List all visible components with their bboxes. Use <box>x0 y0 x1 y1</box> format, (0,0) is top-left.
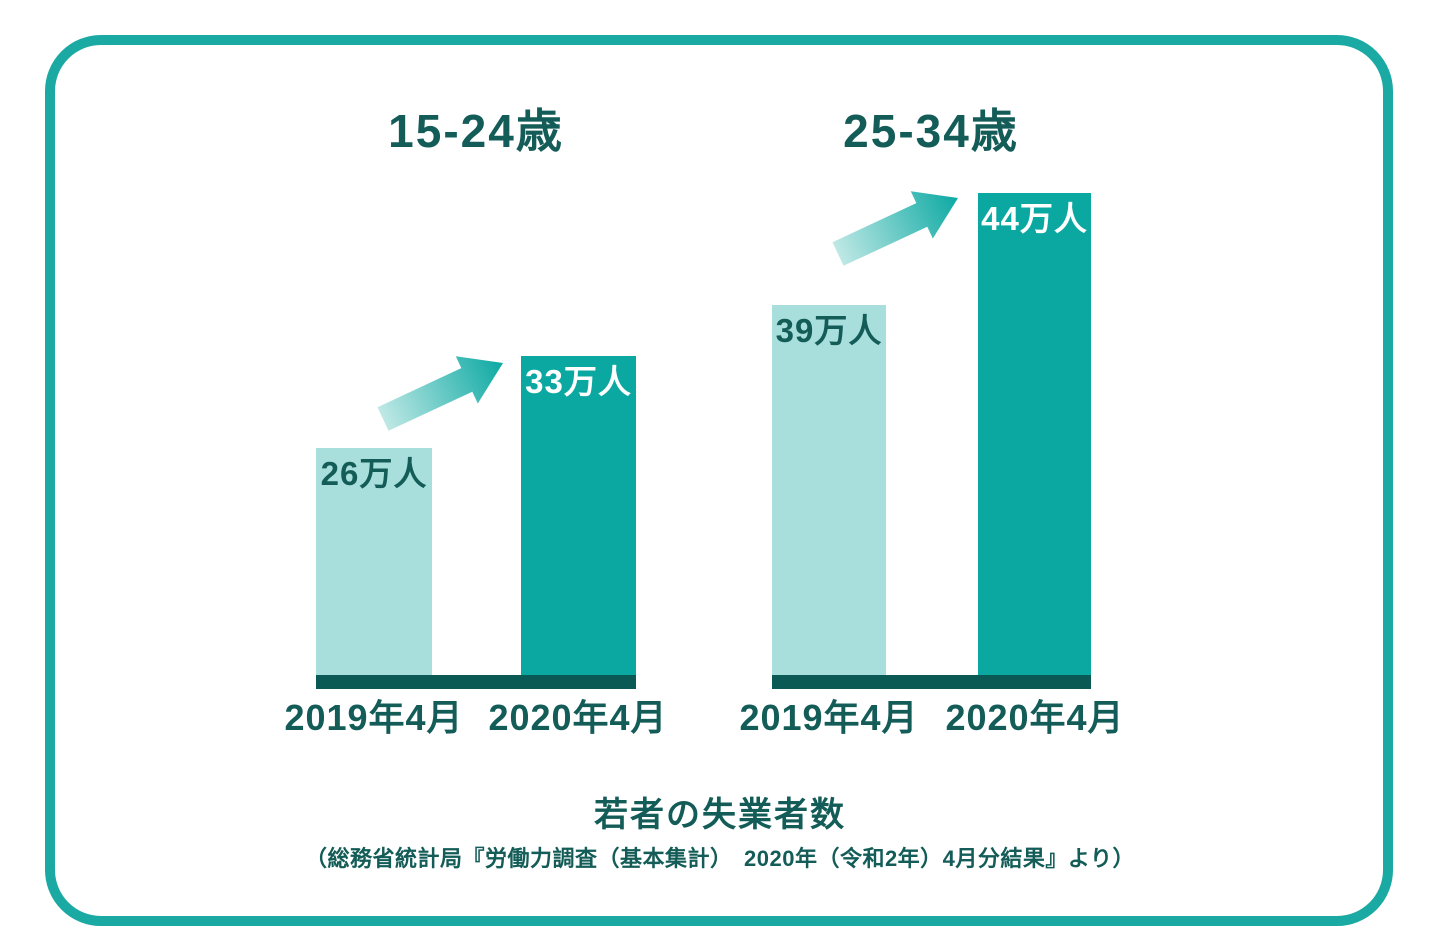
baseline-15-24 <box>316 675 636 689</box>
bar-25-34-2019: 39万人 <box>772 305 886 675</box>
baseline-25-34 <box>772 675 1091 689</box>
bar-15-24-2019: 26万人 <box>316 448 432 675</box>
bar-value-label: 26万人 <box>320 455 428 492</box>
group-title-15-24: 15-24歳 <box>388 105 564 157</box>
bar-25-34-2020: 44万人 <box>978 193 1091 675</box>
bar-value-label: 39万人 <box>775 312 883 349</box>
bar-15-24-2020: 33万人 <box>521 356 636 675</box>
frame-border <box>45 35 1393 926</box>
group-title-25-34: 25-34歳 <box>843 105 1019 157</box>
axis-label-15-24-2020: 2020年4月 <box>488 697 668 738</box>
axis-label-25-34-2020: 2020年4月 <box>945 697 1125 738</box>
increase-arrow-icon <box>377 356 503 431</box>
chart-source-note: （総務省統計局『労働力調査（基本集計） 2020年（令和2年）4月分結果』より） <box>305 846 1135 871</box>
bar-value-label: 44万人 <box>981 200 1088 237</box>
axis-label-25-34-2019: 2019年4月 <box>739 697 919 738</box>
bar-value-label: 33万人 <box>525 363 632 400</box>
increase-arrow-icon <box>832 191 958 266</box>
chart-title: 若者の失業者数 <box>594 796 846 834</box>
axis-label-15-24-2019: 2019年4月 <box>284 697 464 738</box>
